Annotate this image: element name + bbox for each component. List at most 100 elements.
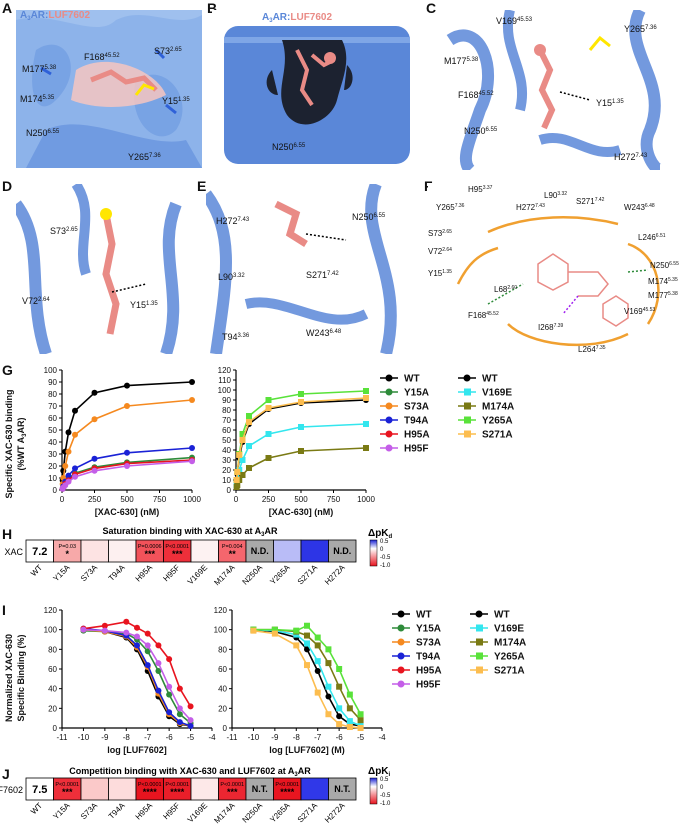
label-c-n250: N2506.55 (464, 126, 498, 136)
data-point (357, 717, 364, 724)
panel-e-structure: H2727.43 N2506.55 L903.32 S2717.42 T943.… (206, 184, 416, 354)
significance: *** (62, 787, 73, 797)
series-h95a (80, 618, 194, 710)
legend-marker (476, 666, 483, 674)
label-e-l90: L903.32 (218, 272, 245, 282)
x-tick-label: -7 (144, 733, 152, 742)
label-b-n250: N2506.55 (272, 142, 306, 152)
x-tick-label: 750 (327, 495, 341, 504)
x-axis-label: log [LUF7602] (M) (269, 745, 345, 755)
data-point (236, 452, 243, 458)
data-point (246, 465, 252, 471)
y-tick-label: 50 (222, 436, 231, 445)
legend-marker (476, 652, 483, 660)
label-e-s271: S2717.42 (306, 270, 339, 280)
panel-label-g: G (2, 362, 13, 378)
cell-t94a (108, 777, 137, 801)
data-point (155, 642, 162, 649)
label-c-y265: Y2657.36 (624, 24, 657, 34)
panel-c-structure: V16945.53 Y2657.36 M1775.38 F16845.52 Y1… (440, 10, 680, 170)
data-point (346, 691, 353, 698)
data-point (298, 391, 304, 397)
panel-label-c: C (426, 0, 437, 16)
label-f-s271: S2717.42 (576, 197, 605, 206)
panel-i-charts: Normalized XAC-630 Specific Binding (%) -1… (4, 606, 526, 755)
data-point (189, 458, 195, 465)
legend-marker (397, 624, 405, 632)
y-tick-label: 90 (48, 378, 57, 387)
legend-marker (476, 624, 483, 632)
label-m177: M1775.38 (22, 64, 57, 74)
legend-marker (385, 402, 393, 410)
significance: **** (170, 787, 185, 797)
column-label: H95F (161, 563, 181, 583)
x-tick-label: -5 (187, 733, 195, 742)
x-axis-label: [XAC-630] (nM) (269, 507, 334, 517)
y-tick-label: 60 (218, 665, 227, 674)
data-point (124, 463, 130, 469)
y-tick-label: 60 (222, 426, 231, 435)
label-e-w243: W2436.48 (306, 328, 342, 338)
x-tick-label: -9 (271, 733, 279, 742)
panel-a-labels: A3AR:LUF7602 F16845.52 S732.65 M1775.38 … (20, 10, 190, 162)
i-ylabel-2: Specific Binding (%) (16, 634, 26, 721)
cell-v169e (190, 539, 219, 563)
panel-c-svg (446, 10, 663, 170)
legend-marker (464, 402, 471, 410)
series-line (253, 624, 362, 715)
panel-d-svg (16, 184, 182, 354)
label-c-f168: F16845.52 (458, 90, 494, 100)
column-label: M174A (212, 563, 237, 588)
y-tick-label: 20 (48, 704, 57, 713)
legend-label: H95A (416, 666, 442, 677)
y-tick-label: 100 (44, 626, 58, 635)
series-v169e (250, 626, 364, 730)
significance: N.D. (251, 546, 269, 556)
label-f-f168: F16845.52 (468, 311, 499, 320)
column-label: N250A (240, 801, 264, 824)
data-point (123, 629, 130, 636)
x-tick-label: 500 (120, 495, 134, 504)
column-label: V169E (186, 563, 209, 586)
data-point (166, 691, 173, 698)
y-tick-label: 50 (48, 426, 57, 435)
y-tick-label: 80 (48, 390, 57, 399)
p-value: P<0.0001 (138, 782, 162, 788)
column-label: H272A (323, 563, 347, 587)
data-point (91, 416, 98, 423)
data-point (346, 724, 353, 731)
data-point (325, 683, 332, 690)
column-label: H272A (323, 801, 347, 824)
data-point (91, 389, 98, 396)
chart-G-right: 0 250 500 750 100001020304050607080901001101… (218, 366, 376, 517)
y-tick-label: 80 (218, 645, 227, 654)
data-point (314, 642, 321, 649)
y-tick-label: 110 (218, 376, 231, 385)
wt-value: 7.5 (32, 784, 47, 796)
panel-b-svg (224, 26, 410, 164)
x-tick-label: -4 (208, 733, 216, 742)
cell-s73a (80, 777, 109, 801)
column-label: T94A (107, 563, 127, 583)
series-line (235, 423, 367, 486)
data-point (336, 721, 343, 728)
data-point (187, 723, 194, 730)
label-f-l90: L903.32 (544, 191, 567, 200)
legend: WT V169E M174A Y265A S271A (470, 610, 526, 677)
legend-marker (385, 444, 393, 452)
legend-label: H95F (404, 444, 428, 455)
column-label: S271A (296, 801, 320, 824)
cell-h272a (328, 539, 357, 563)
legend-label: T94A (404, 416, 428, 427)
legend-marker (476, 638, 483, 646)
significance: *** (172, 549, 183, 559)
x-tick-label: -8 (293, 733, 301, 742)
legend-label: Y15A (416, 624, 441, 635)
legend-marker (464, 430, 471, 438)
p-value: P<0.0001 (165, 544, 189, 550)
data-point (304, 640, 310, 647)
y-tick-label: 70 (48, 402, 57, 411)
x-tick-label: -11 (227, 733, 239, 742)
legend-marker (475, 610, 483, 618)
data-point (293, 627, 300, 634)
